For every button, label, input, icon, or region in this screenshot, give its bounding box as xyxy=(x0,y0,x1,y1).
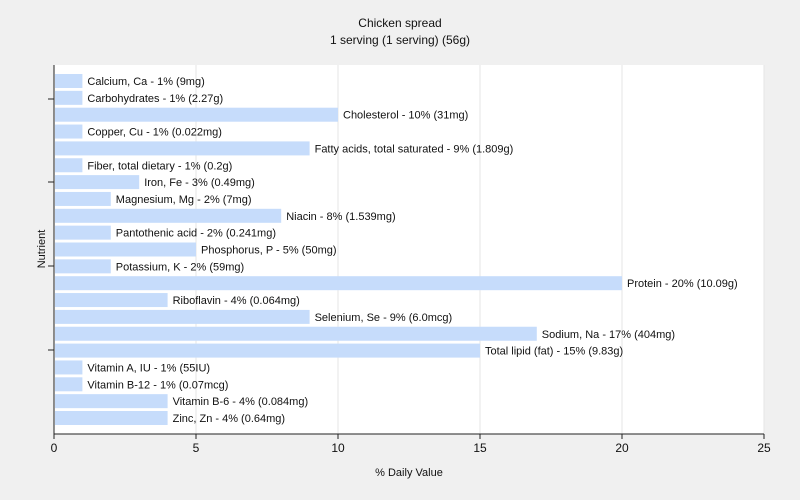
bar xyxy=(55,360,83,375)
bar-label: Niacin - 8% (1.539mg) xyxy=(286,211,395,223)
bar xyxy=(55,309,310,324)
bar xyxy=(55,259,111,274)
bar-label: Cholesterol - 10% (31mg) xyxy=(343,110,468,122)
x-tick-label: 20 xyxy=(615,441,629,455)
bar xyxy=(55,141,310,156)
bar xyxy=(55,377,83,392)
bar-label: Magnesium, Mg - 2% (7mg) xyxy=(116,194,252,206)
bar-label: Riboflavin - 4% (0.064mg) xyxy=(173,295,300,307)
bar xyxy=(55,276,622,291)
bar-label: Copper, Cu - 1% (0.022mg) xyxy=(87,127,222,139)
x-tick-label: 25 xyxy=(757,441,771,455)
x-tick-label: 0 xyxy=(51,441,58,455)
bar-label: Potassium, K - 2% (59mg) xyxy=(116,261,244,273)
bar-label: Calcium, Ca - 1% (9mg) xyxy=(87,76,204,88)
bar xyxy=(55,158,83,173)
y-axis-title: Nutrient xyxy=(36,230,48,269)
bar xyxy=(55,124,83,139)
bar-label: Zinc, Zn - 4% (0.64mg) xyxy=(173,413,285,425)
bar xyxy=(55,225,111,240)
axes xyxy=(48,65,764,435)
bar-label: Protein - 20% (10.09g) xyxy=(627,278,738,290)
bar xyxy=(55,293,168,308)
bar-label: Vitamin A, IU - 1% (55IU) xyxy=(87,362,210,374)
bar xyxy=(55,343,480,358)
bar xyxy=(55,394,168,409)
bars: Calcium, Ca - 1% (9mg) Carbohydrates - 1%… xyxy=(55,74,738,425)
chart-subtitle: 1 serving (1 serving) (56g) xyxy=(330,33,470,47)
x-tick-label: 5 xyxy=(193,441,200,455)
bar xyxy=(55,242,196,257)
grid xyxy=(195,65,765,434)
chart-title: Chicken spread xyxy=(358,16,441,30)
bar-label: Phosphorus, P - 5% (50mg) xyxy=(201,245,337,257)
bar xyxy=(55,191,111,206)
bar xyxy=(55,107,338,122)
bar-label: Vitamin B-6 - 4% (0.084mg) xyxy=(173,396,309,408)
x-tick-label: 15 xyxy=(473,441,487,455)
bar-label: Iron, Fe - 3% (0.49mg) xyxy=(144,177,255,189)
bar-label: Selenium, Se - 9% (6.0mcg) xyxy=(315,312,453,324)
bar-label: Sodium, Na - 17% (404mg) xyxy=(542,329,675,341)
bar xyxy=(55,90,83,105)
bar xyxy=(55,411,168,425)
x-ticks: 0 5 10 15 20 25 xyxy=(51,434,771,455)
bar xyxy=(55,326,537,341)
bar xyxy=(55,74,83,88)
x-tick-label: 10 xyxy=(331,441,345,455)
bar-label: Total lipid (fat) - 15% (9.83g) xyxy=(485,346,623,358)
bar-label: Vitamin B-12 - 1% (0.07mcg) xyxy=(87,379,228,391)
bar-label: Fatty acids, total saturated - 9% (1.809… xyxy=(315,143,514,155)
x-axis-title: % Daily Value xyxy=(375,467,443,479)
bar xyxy=(55,175,140,190)
bar-label: Carbohydrates - 1% (2.27g) xyxy=(87,93,223,105)
bar xyxy=(55,208,282,223)
bar-label: Fiber, total dietary - 1% (0.2g) xyxy=(87,160,232,172)
bar-label: Pantothenic acid - 2% (0.241mg) xyxy=(116,228,276,240)
